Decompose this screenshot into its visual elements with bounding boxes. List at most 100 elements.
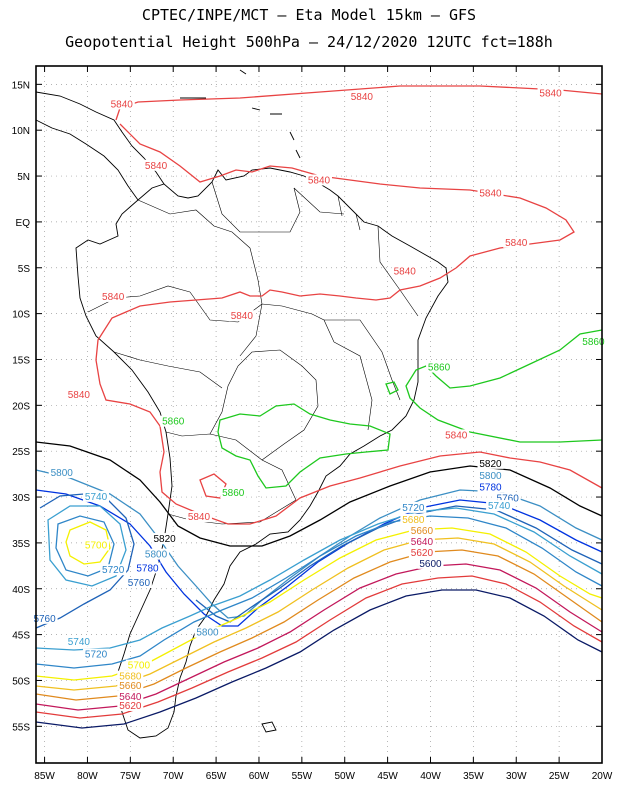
contour-label-bg <box>65 389 92 401</box>
contour-label-bg <box>117 699 144 711</box>
lat-tick-label: 45S <box>12 631 30 642</box>
contour-label-bg <box>143 159 170 171</box>
contour-5740 <box>35 507 603 651</box>
lon-tick-label: 45W <box>377 771 398 782</box>
contour-label-bg <box>108 98 135 110</box>
contour-5620 <box>35 575 603 719</box>
contour-label-bg <box>65 635 92 647</box>
contour-label-bg <box>477 469 504 481</box>
contour-5700-ring <box>65 521 111 565</box>
contour-5720 <box>35 515 603 669</box>
contour-label-5840: 5840 <box>445 430 468 441</box>
contour-label-5740: 5740 <box>85 492 108 503</box>
contour-label-bg <box>134 562 161 574</box>
contour-label-bg <box>228 310 255 322</box>
contour-label-5740: 5740 <box>488 501 511 512</box>
contour-label-5800: 5800 <box>196 628 219 639</box>
falklands <box>261 721 277 733</box>
lon-tick-label: 30W <box>506 771 527 782</box>
contour-label-5840: 5840 <box>188 512 211 523</box>
chart-title-line1: CPTEC/INPE/MCT – Eta Model 15km – GFS <box>141 6 477 24</box>
contour-label-5840: 5840 <box>539 88 562 99</box>
contour-label-bg <box>443 429 470 441</box>
contour-label-bg <box>31 612 58 624</box>
contour-label-5820: 5820 <box>154 534 177 545</box>
contour-label-bg <box>400 501 427 513</box>
lon-tick-label: 60W <box>249 771 270 782</box>
contour-label-bg <box>83 490 110 502</box>
contour-label-bg <box>306 174 332 186</box>
contour-label-5860: 5860 <box>582 337 605 348</box>
contour-label-5860: 5860 <box>428 363 451 374</box>
contour-label-bg <box>477 481 504 493</box>
contour-label-bg <box>408 535 435 547</box>
contour-label-5840: 5840 <box>102 292 125 303</box>
lon-tick-label: 50W <box>334 771 355 782</box>
contour-label-5780: 5780 <box>136 563 159 574</box>
contour-label-5700: 5700 <box>85 540 108 551</box>
contour-label-bg <box>220 487 247 499</box>
contour-label-5840: 5840 <box>479 188 502 199</box>
lon-tick-label: 70W <box>163 771 184 782</box>
contour-label-5780: 5780 <box>479 483 502 494</box>
lat-tick-label: 15N <box>12 80 30 91</box>
contour-label-bg <box>117 690 144 702</box>
contour-5860-east <box>405 329 603 443</box>
contour-label-5760: 5760 <box>497 494 520 505</box>
contour-label-bg <box>391 265 418 277</box>
contour-label-5800: 5800 <box>51 468 74 479</box>
contour-label-5840: 5840 <box>145 161 168 172</box>
contour-label-5860: 5860 <box>222 488 245 499</box>
contour-label-bg <box>160 415 187 427</box>
contour-label-5680: 5680 <box>402 515 425 526</box>
contour-label-5660: 5660 <box>411 526 434 537</box>
contour-label-bg <box>151 533 178 545</box>
contour-5800 <box>35 469 603 619</box>
contour-label-bg <box>486 500 513 512</box>
contour-labels: 5840 5840 5840 5840 5840 5840 5840 5840 5840 5840… <box>31 87 607 712</box>
contour-label-5640: 5640 <box>411 537 434 548</box>
contour-label-bg <box>348 91 375 103</box>
contour-label-5660: 5660 <box>119 681 142 692</box>
lat-tick-label: 20S <box>12 401 30 412</box>
map-frame <box>35 65 603 764</box>
contour-label-5840: 5840 <box>68 390 91 401</box>
contour-label-bg <box>408 546 435 558</box>
contour-label-5820: 5820 <box>479 459 502 470</box>
contour-label-5620: 5620 <box>119 701 142 712</box>
contour-label-5600: 5600 <box>419 559 442 570</box>
chart-title-line2: Geopotential Height 500hPa – 24/12/2020 … <box>65 33 553 51</box>
contour-label-bg <box>477 457 504 469</box>
lat-tick-label: 40S <box>12 585 30 596</box>
lon-tick-label: 20W <box>592 771 613 782</box>
contour-5760 <box>35 493 135 629</box>
axis-ticks: 15N10N5NEQ5S10S15S20S25S30S35S40S45S50S5… <box>12 66 613 782</box>
contour-label-5700: 5700 <box>128 661 151 672</box>
lat-tick-label: 35S <box>12 539 30 550</box>
lat-tick-label: 15S <box>12 355 30 366</box>
lon-tick-label: 75W <box>120 771 141 782</box>
contour-label-bg <box>494 492 521 504</box>
contour-label-5760: 5760 <box>33 614 56 625</box>
contour-5860-cell <box>385 381 399 395</box>
contour-label-bg <box>426 361 453 373</box>
lon-tick-label: 80W <box>77 771 98 782</box>
contour-label-5840: 5840 <box>505 238 528 249</box>
south-america-coastline <box>75 167 449 739</box>
contour-label-bg <box>580 335 607 347</box>
contour-label-bg <box>83 648 110 660</box>
contour-label-bg <box>125 659 152 671</box>
contour-5640 <box>35 563 603 711</box>
contour-label-bg <box>408 524 435 536</box>
contour-label-bg <box>48 467 75 479</box>
contour-label-5720: 5720 <box>102 565 125 576</box>
contour-5700 <box>35 527 603 681</box>
contour-label-5800: 5800 <box>145 550 168 561</box>
lat-tick-label: 5S <box>18 264 31 275</box>
contour-label-bg <box>477 187 504 199</box>
lat-tick-label: 10N <box>12 126 30 137</box>
contour-label-5840: 5840 <box>394 266 417 277</box>
contour-label-bg <box>537 87 564 99</box>
lat-tick-label: 30S <box>12 493 30 504</box>
